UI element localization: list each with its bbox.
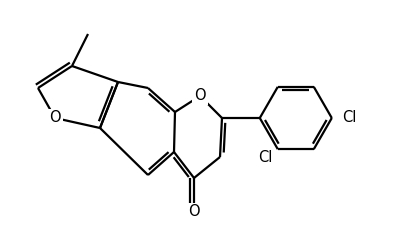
Text: O: O bbox=[194, 88, 205, 104]
Text: O: O bbox=[49, 110, 61, 125]
Text: Cl: Cl bbox=[341, 110, 355, 125]
Text: Cl: Cl bbox=[258, 150, 272, 165]
Text: O: O bbox=[188, 205, 199, 219]
